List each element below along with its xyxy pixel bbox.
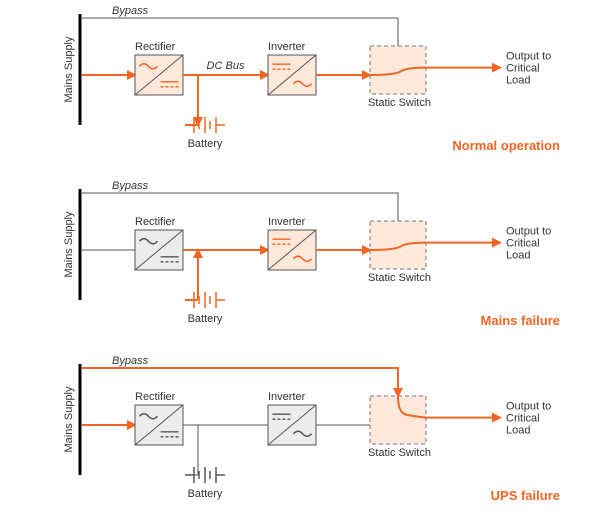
ups-modes-diagram: Mains Supply Bypass Rectifier DC Bus Inverte… [0, 0, 600, 526]
bypass-label: Bypass [112, 5, 149, 17]
bypass-label: Bypass [112, 180, 149, 192]
inverter-label: Inverter [268, 216, 306, 228]
mode-title-normal: Normal operation [452, 138, 560, 153]
mode-title-mainsfail: Mains failure [481, 313, 560, 328]
output-label-1: Output to [506, 51, 551, 63]
output-label-1: Output to [506, 401, 551, 413]
static-switch-box [370, 221, 426, 269]
mains-supply-label: Mains Supply [63, 36, 75, 103]
bypass-label: Bypass [112, 355, 149, 367]
panel-normal: Mains Supply Bypass Rectifier DC Bus Inverte… [63, 5, 560, 153]
output-label-1: Output to [506, 226, 551, 238]
static-switch-label: Static Switch [368, 272, 431, 284]
battery-label: Battery [188, 488, 223, 500]
inverter-label: Inverter [268, 41, 306, 53]
static-switch-label: Static Switch [368, 97, 431, 109]
rectifier-label: Rectifier [135, 41, 176, 53]
output-label-3: Load [506, 250, 530, 262]
output-label-2: Critical [506, 238, 540, 250]
mains-supply-label: Mains Supply [63, 211, 75, 278]
output-label-3: Load [506, 425, 530, 437]
dcbus-label: DC Bus [207, 60, 245, 72]
inverter-label: Inverter [268, 391, 306, 403]
static-switch-box [370, 46, 426, 94]
mode-title-upsfail: UPS failure [491, 488, 560, 503]
panel-mainsfail: Mains Supply Bypass Rectifier Inverter Stati… [63, 180, 560, 328]
output-label-2: Critical [506, 63, 540, 75]
output-label-3: Load [506, 75, 530, 87]
static-switch-label: Static Switch [368, 447, 431, 459]
rectifier-label: Rectifier [135, 216, 176, 228]
rectifier-label: Rectifier [135, 391, 176, 403]
output-label-2: Critical [506, 413, 540, 425]
battery-label: Battery [188, 138, 223, 150]
mains-supply-label: Mains Supply [63, 386, 75, 453]
battery-label: Battery [188, 313, 223, 325]
panel-upsfail: Mains Supply Bypass Rectifier Inverter Stati… [63, 355, 560, 503]
